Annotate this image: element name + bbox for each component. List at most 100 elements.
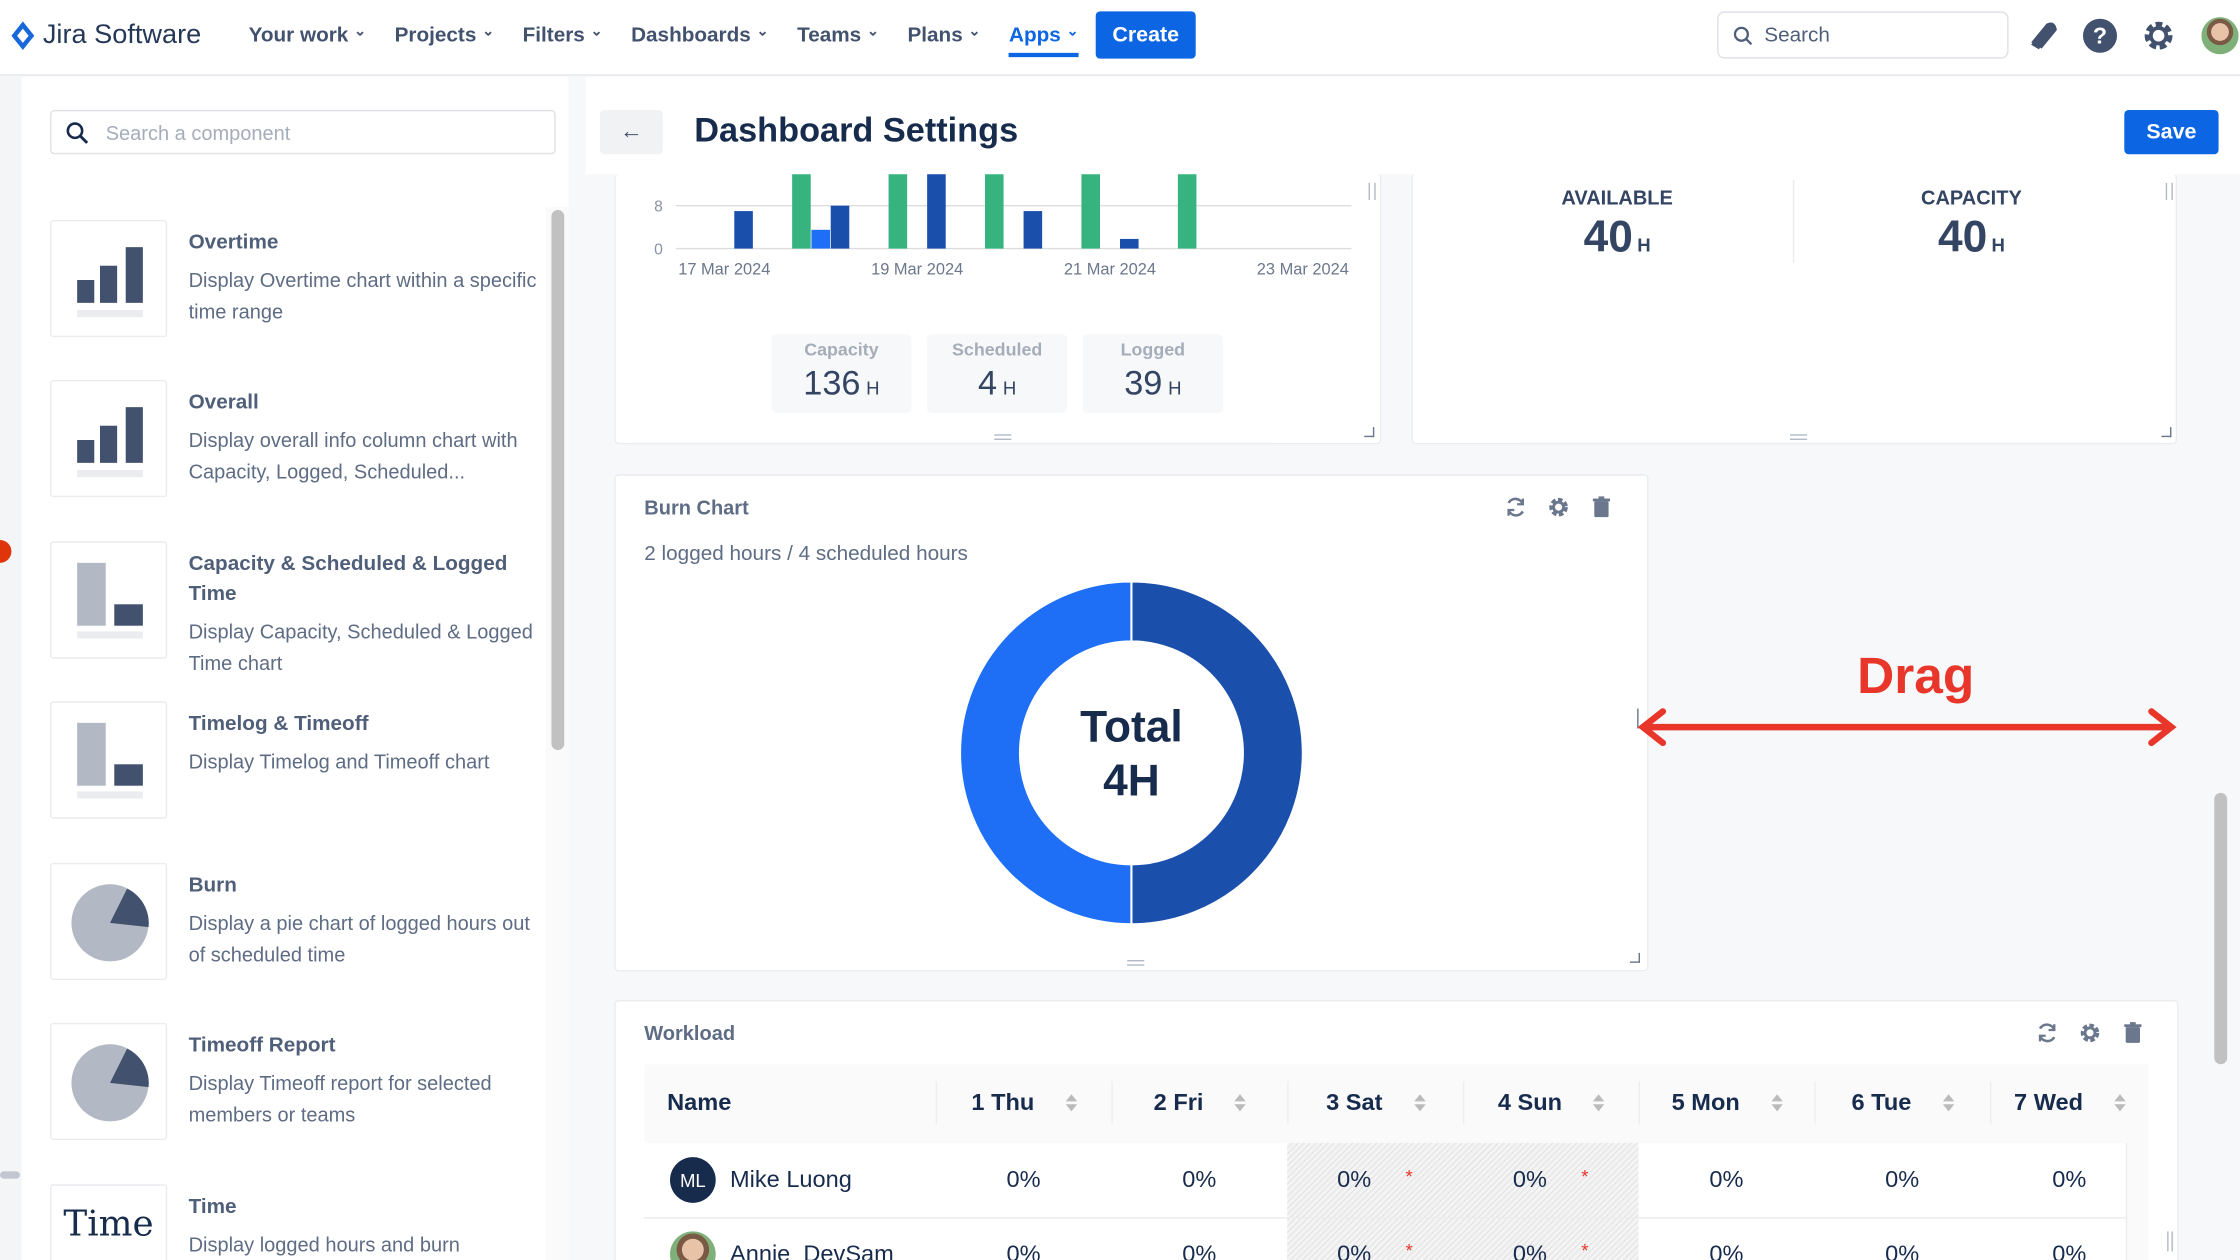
- collapse-handle[interactable]: [0, 1171, 20, 1179]
- component-item[interactable]: Overtime Display Overtime chart within a …: [49, 219, 537, 338]
- component-item[interactable]: Time Time Display logged hours and burn: [49, 1184, 539, 1260]
- column-header[interactable]: 7 Wed: [1989, 1081, 2149, 1125]
- width-resize-handle[interactable]: [1637, 708, 1643, 729]
- resize-handle[interactable]: [1789, 434, 1808, 440]
- resize-handle[interactable]: [1127, 959, 1145, 966]
- chevron-down-icon: ⌄: [866, 23, 879, 40]
- column-label: 7 Wed: [2014, 1089, 2084, 1115]
- refresh-icon[interactable]: [2036, 1021, 2059, 1044]
- settings-gear-icon[interactable]: [1547, 496, 1570, 519]
- sort-icon[interactable]: [1593, 1094, 1605, 1112]
- trash-icon[interactable]: [2121, 1021, 2144, 1044]
- workload-cell[interactable]: 0% *: [1287, 1143, 1463, 1217]
- burn-donut-chart: [958, 580, 1304, 926]
- main-nav: Your work ⌄ Projects ⌄ Filters ⌄ Dashboards ⌄ Te…: [249, 0, 1078, 71]
- workload-cell[interactable]: 0%: [1111, 1143, 1287, 1217]
- component-item[interactable]: Burn Display a pie chart of logged hours …: [49, 862, 539, 980]
- sort-icon[interactable]: [2114, 1094, 2126, 1112]
- nav-your-work[interactable]: Your work ⌄: [249, 0, 366, 71]
- user-avatar[interactable]: [2201, 17, 2239, 55]
- nav-plans[interactable]: Plans ⌄: [907, 0, 980, 71]
- resize-corner[interactable]: [2161, 427, 2172, 438]
- drag-handle[interactable]: [2165, 182, 2173, 200]
- create-button[interactable]: Create: [1095, 11, 1196, 59]
- workload-cell[interactable]: 0%: [1111, 1217, 1287, 1260]
- table-row-name[interactable]: ML Mike Luong: [644, 1143, 935, 1217]
- search-placeholder: Search a component: [105, 120, 291, 144]
- column-header: Name: [644, 1064, 935, 1143]
- component-search-input[interactable]: Search a component: [49, 109, 556, 155]
- component-text: Burn Display a pie chart of logged hours …: [189, 871, 539, 970]
- resize-corner[interactable]: [1629, 952, 1640, 963]
- column-header[interactable]: 3 Sat: [1287, 1081, 1463, 1125]
- jira-logo[interactable]: Jira Software: [11, 20, 201, 51]
- workload-cell[interactable]: 0% *: [1287, 1217, 1463, 1260]
- drag-handle[interactable]: [2167, 1231, 2173, 1252]
- notification-bell-icon[interactable]: [2024, 17, 2061, 54]
- sort-icon[interactable]: [1234, 1094, 1247, 1112]
- workload-cell[interactable]: 0%: [1639, 1143, 1815, 1217]
- resize-handle[interactable]: [994, 434, 1012, 440]
- workload-cell[interactable]: 0% *: [1463, 1217, 1639, 1260]
- resize-corner[interactable]: [1364, 427, 1375, 438]
- donut-slice-remaining: [958, 580, 1133, 926]
- global-search-input[interactable]: Search: [1717, 11, 2009, 59]
- component-title: Timelog & Timeoff: [188, 712, 369, 736]
- nav-label: Projects: [394, 24, 477, 48]
- workload-cell[interactable]: 0%: [1990, 1217, 2149, 1260]
- sort-icon[interactable]: [1065, 1094, 1078, 1112]
- donut-center-line1: Total: [1080, 701, 1183, 752]
- trash-icon[interactable]: [1590, 496, 1613, 519]
- column-header[interactable]: 5 Mon: [1638, 1081, 1815, 1125]
- column-label: 2 Fri: [1153, 1089, 1204, 1115]
- overall-bar-chart: 0 8 17 Mar 2024 19 Mar 2024 21 Mar 2024 23 Ma…: [654, 174, 1352, 278]
- help-icon[interactable]: ?: [2081, 17, 2118, 54]
- weekend-asterisk-icon: *: [1405, 1164, 1413, 1187]
- component-title: Burn: [188, 874, 237, 898]
- nav-dashboards[interactable]: Dashboards ⌄: [631, 0, 768, 71]
- sort-icon[interactable]: [1413, 1094, 1426, 1112]
- notification-dot: [0, 539, 12, 563]
- table-scrollbar[interactable]: [2125, 1142, 2149, 1260]
- save-button[interactable]: Save: [2124, 109, 2219, 155]
- workload-cell[interactable]: 0%: [1990, 1143, 2149, 1217]
- x-tick-label: 23 Mar 2024: [1257, 260, 1349, 278]
- bar: [888, 174, 908, 249]
- refresh-icon[interactable]: [1504, 496, 1527, 519]
- column-header[interactable]: 2 Fri: [1111, 1081, 1287, 1125]
- nav-teams[interactable]: Teams ⌄: [797, 0, 879, 71]
- workload-cell[interactable]: 0% *: [1463, 1143, 1639, 1217]
- chevron-down-icon: ⌄: [590, 23, 603, 40]
- sidebar-scrollbar[interactable]: [551, 209, 565, 750]
- workload-cell[interactable]: 0%: [1814, 1143, 1990, 1217]
- column-label: Name: [667, 1089, 732, 1116]
- component-item[interactable]: Overall Display overall info column chart…: [49, 379, 536, 498]
- table-row-name[interactable]: Annie_DevSam: [644, 1217, 935, 1260]
- nav-apps[interactable]: Apps ⌄: [1008, 0, 1078, 71]
- nav-projects[interactable]: Projects ⌄: [395, 0, 494, 71]
- component-item[interactable]: Capacity & Scheduled & Logged Time Displa…: [49, 541, 536, 674]
- settings-gear-icon[interactable]: [2140, 17, 2177, 54]
- column-header[interactable]: 6 Tue: [1814, 1081, 1990, 1125]
- sort-icon[interactable]: [1942, 1094, 1955, 1112]
- workload-cell[interactable]: 0%: [1639, 1217, 1815, 1260]
- page-scrollbar[interactable]: [2214, 792, 2228, 1065]
- component-item[interactable]: Timeoff Report Display Timeoff report for…: [49, 1022, 536, 1140]
- component-text: Time Display logged hours and burn: [189, 1193, 539, 1260]
- column-header[interactable]: 1 Thu: [935, 1081, 1112, 1125]
- settings-gear-icon[interactable]: [2079, 1021, 2102, 1044]
- stat-label: Scheduled: [951, 339, 1043, 360]
- workload-cell[interactable]: 0%: [936, 1217, 1112, 1260]
- workload-cell[interactable]: 0%: [1814, 1217, 1990, 1260]
- sort-icon[interactable]: [1771, 1094, 1783, 1112]
- component-desc: Display Capacity, Scheduled & Logged Tim…: [188, 619, 533, 675]
- column-label: 1 Thu: [971, 1089, 1035, 1115]
- nav-filters[interactable]: Filters ⌄: [523, 0, 603, 71]
- column-chart-icon: [49, 701, 168, 819]
- column-header[interactable]: 4 Sun: [1462, 1081, 1639, 1125]
- back-button[interactable]: ←: [599, 109, 663, 155]
- component-desc: Display Overtime chart within a specific…: [188, 268, 537, 323]
- workload-cell[interactable]: 0%: [936, 1143, 1112, 1217]
- component-item[interactable]: Timelog & Timeoff Display Timelog and Tim…: [49, 701, 536, 819]
- drag-handle[interactable]: [1368, 182, 1376, 200]
